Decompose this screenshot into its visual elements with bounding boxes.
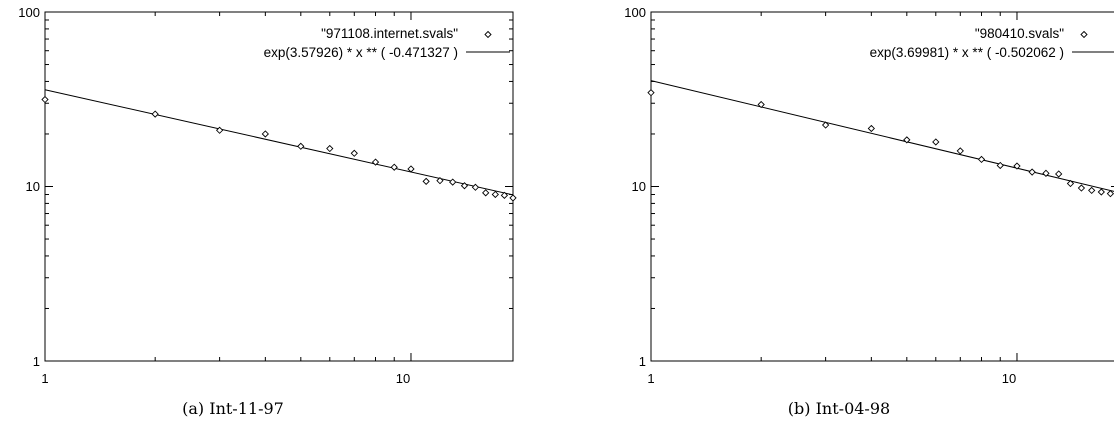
data-point bbox=[867, 124, 875, 133]
legend-label-data: "971108.internet.svals" bbox=[321, 26, 458, 41]
data-point bbox=[350, 149, 358, 157]
y-tick-label-100: 100 bbox=[18, 5, 40, 20]
data-point bbox=[1077, 184, 1086, 192]
axis-ticks bbox=[44, 11, 513, 362]
data-point bbox=[1097, 188, 1105, 196]
legend-marker-diamond bbox=[1080, 30, 1088, 39]
data-point bbox=[500, 191, 509, 199]
data-point bbox=[1088, 186, 1096, 195]
data-point bbox=[422, 177, 430, 186]
data-point bbox=[326, 144, 334, 153]
y-tick-label-10: 10 bbox=[26, 179, 40, 194]
data-point bbox=[407, 165, 415, 173]
caption: (a) Int-11-97 bbox=[182, 399, 284, 418]
data-point bbox=[460, 182, 469, 190]
y-tick-label-10: 10 bbox=[632, 179, 646, 194]
y-tick-label-100: 100 bbox=[624, 5, 646, 20]
y-tick-label-1: 1 bbox=[639, 354, 646, 369]
x-tick-label-1: 1 bbox=[41, 371, 48, 386]
legend-marker-diamond bbox=[484, 30, 492, 39]
legend-label-fit: exp(3.57926) * x ** ( -0.471327 ) bbox=[264, 45, 458, 60]
data-point bbox=[151, 110, 159, 118]
data-point bbox=[41, 95, 49, 104]
data-point bbox=[509, 194, 517, 202]
legend-label-fit: exp(3.69981) * x ** ( -0.502062 ) bbox=[870, 45, 1064, 60]
x-tick-label-10: 10 bbox=[396, 371, 410, 386]
x-tick-label-10: 10 bbox=[1002, 371, 1016, 386]
data-point bbox=[297, 142, 305, 150]
data-point bbox=[371, 158, 380, 166]
data-point bbox=[1042, 169, 1050, 177]
data-point bbox=[1066, 179, 1075, 188]
data-point bbox=[757, 100, 765, 109]
x-tick-label-1: 1 bbox=[647, 371, 654, 386]
data-point bbox=[1028, 168, 1036, 176]
data-point bbox=[491, 190, 499, 199]
data-points bbox=[41, 95, 517, 202]
y-tick-label-1: 1 bbox=[33, 354, 40, 369]
data-point bbox=[449, 178, 457, 186]
data-point bbox=[390, 163, 398, 171]
data-point bbox=[903, 136, 911, 144]
data-point bbox=[1106, 190, 1114, 198]
data-point bbox=[1013, 162, 1021, 170]
data-point bbox=[996, 161, 1004, 170]
data-point bbox=[821, 121, 830, 129]
data-point bbox=[932, 138, 940, 146]
caption: (b) Int-04-98 bbox=[788, 399, 890, 418]
plot-frame bbox=[650, 11, 1114, 362]
fit-line bbox=[650, 80, 1114, 192]
data-point bbox=[1055, 170, 1063, 178]
axis-ticks bbox=[650, 11, 1114, 362]
data-point bbox=[471, 183, 480, 191]
chart-panel-b: 100 10 1 1 10 "980410.svals" exp(3.69981… bbox=[624, 5, 1114, 418]
data-point bbox=[215, 126, 224, 134]
fit-line bbox=[44, 89, 514, 196]
data-point bbox=[261, 130, 269, 138]
plot-frame bbox=[44, 11, 514, 362]
data-point bbox=[482, 189, 490, 197]
data-point bbox=[647, 89, 655, 97]
data-points bbox=[647, 89, 1114, 198]
legend-label-data: "980410.svals" bbox=[975, 26, 1064, 41]
data-point bbox=[436, 177, 444, 185]
data-point bbox=[956, 147, 964, 155]
data-point bbox=[977, 155, 986, 164]
chart-panel-a: 100 10 1 1 10 "971108.internet.svals" ex… bbox=[18, 5, 517, 418]
